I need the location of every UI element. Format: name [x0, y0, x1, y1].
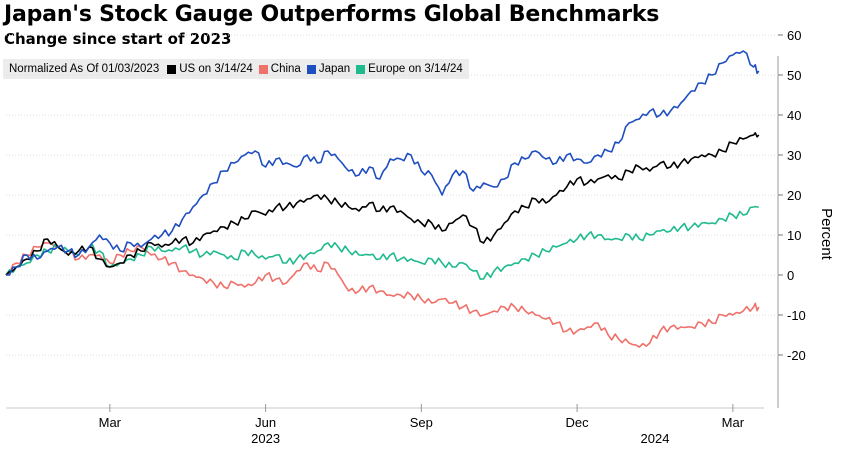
y-tick-label: 20 — [787, 188, 801, 203]
y-tick-label: 40 — [787, 108, 801, 123]
x-year-label: 2024 — [641, 431, 670, 446]
legend-swatch-us — [167, 64, 177, 74]
y-tick-label: 60 — [787, 28, 801, 43]
y-tick-label: 0 — [787, 268, 794, 283]
x-year-label: 2023 — [251, 431, 280, 446]
x-tick-label: Dec — [566, 415, 590, 430]
legend-item-china: China — [258, 63, 301, 75]
legend-label-japan: Japan — [318, 63, 351, 75]
legend-item-japan: Japan — [306, 63, 351, 75]
series-line-china — [5, 242, 760, 348]
y-tick-label: 50 — [787, 68, 801, 83]
legend-label-us: US on 3/14/24 — [179, 63, 253, 75]
legend-swatch-japan — [306, 64, 316, 74]
legend-item-us: US on 3/14/24 — [167, 63, 253, 75]
y-tick-label: -20 — [787, 348, 806, 363]
legend-note: Normalized As Of 01/03/2023 — [9, 63, 160, 75]
x-tick-label: Sep — [410, 415, 433, 430]
legend-label-europe: Europe on 3/14/24 — [368, 63, 463, 75]
legend-swatch-europe — [356, 64, 366, 74]
series-line-japan — [6, 50, 760, 276]
y-tick-label: 30 — [787, 148, 801, 163]
y-tick-label: 10 — [787, 228, 801, 243]
series-line-europe — [5, 205, 759, 280]
legend: Normalized As Of 01/03/2023 US on 3/14/2… — [3, 59, 469, 79]
series-line-us — [5, 132, 760, 276]
x-tick-label: Mar — [99, 415, 122, 430]
chart-title: Japan's Stock Gauge Outperforms Global B… — [4, 2, 660, 27]
legend-label-china: China — [270, 63, 301, 75]
y-axis-title: Percent — [818, 208, 835, 261]
x-tick-label: Jun — [255, 415, 276, 430]
y-tick-label: -10 — [787, 308, 806, 323]
x-tick-label: Mar — [722, 415, 745, 430]
legend-swatch-china — [258, 64, 268, 74]
legend-item-europe: Europe on 3/14/24 — [356, 63, 463, 75]
